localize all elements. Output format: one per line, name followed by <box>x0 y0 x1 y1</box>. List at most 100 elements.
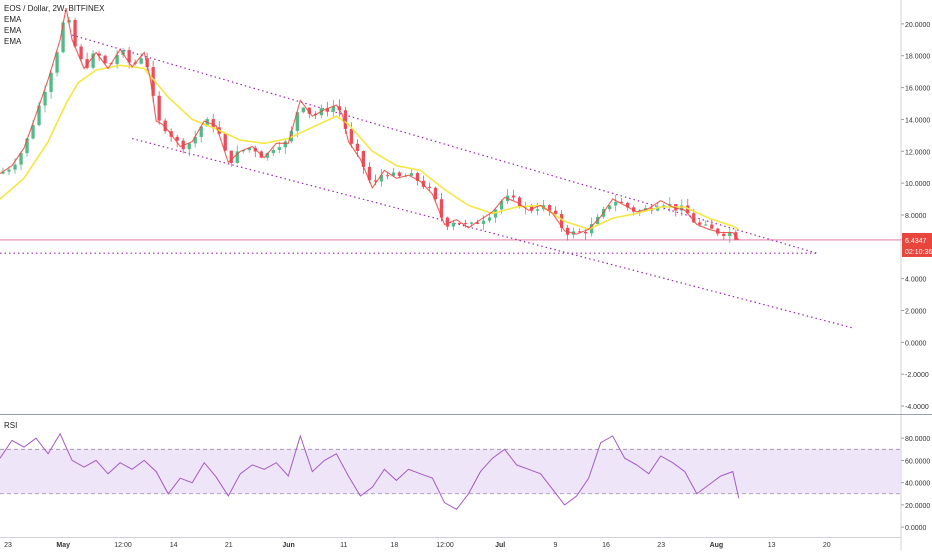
candle-down <box>722 233 726 237</box>
candle-down <box>397 172 402 177</box>
candle-up <box>37 105 41 126</box>
price-tick-label: 20.0000 <box>905 22 930 29</box>
candle-down <box>361 150 366 167</box>
candle-down <box>583 231 588 234</box>
channel-lower-trendline <box>131 137 854 329</box>
time-axis-label: 20 <box>823 542 831 549</box>
price-tick-label: 4.0000 <box>905 277 927 284</box>
candle-up <box>728 232 732 237</box>
candle-down <box>559 214 564 228</box>
indicator-ema-3: EMA <box>4 37 22 46</box>
candle-down <box>157 95 161 121</box>
candle-up <box>247 147 251 151</box>
candle-down <box>427 186 432 188</box>
candle-down <box>367 166 372 181</box>
candle-up <box>379 175 384 182</box>
rsi-label: RSI <box>4 421 18 430</box>
candle-down <box>163 120 167 132</box>
price-tick-label: 0.0000 <box>905 340 927 347</box>
candle-down <box>692 213 696 223</box>
candle-up <box>608 205 612 210</box>
time-axis-label: 9 <box>553 542 557 549</box>
candle-down <box>517 197 522 208</box>
chart-legend: EOS / Dollar, 2W, BITFINEX EMA EMA EMA <box>4 3 104 47</box>
candle-down <box>307 107 311 114</box>
rsi-tick-label: 40.0000 <box>905 481 930 488</box>
time-axis-label: Jul <box>495 542 505 549</box>
candle-down <box>73 20 77 47</box>
candle-up <box>13 164 17 170</box>
countdown-value: 02:10:36 <box>905 249 932 256</box>
price-tick-label: 16.0000 <box>905 86 930 93</box>
candle-up <box>61 22 65 53</box>
candle-up <box>139 58 143 64</box>
candle-down <box>385 175 390 177</box>
channel-upper-trendline <box>71 34 818 254</box>
rsi-tick-label: 0.0000 <box>905 525 927 532</box>
candle-down <box>325 108 330 112</box>
candle-up <box>668 204 672 206</box>
candle-up <box>31 125 35 139</box>
candle-up <box>121 50 125 55</box>
time-axis-label: 13 <box>768 542 776 549</box>
time-axis-label: 14 <box>170 542 178 549</box>
candle-down <box>343 110 348 129</box>
candle-down <box>421 180 426 187</box>
price-tick-label: 12.0000 <box>905 149 930 156</box>
candle-down <box>511 195 516 198</box>
candle-up <box>295 112 299 131</box>
candle-down <box>632 207 636 212</box>
candle-up <box>91 53 95 68</box>
candle-up <box>409 173 414 176</box>
candle-up <box>704 224 708 226</box>
candle-up <box>43 91 47 106</box>
candle-down <box>79 46 83 60</box>
candle-up <box>235 151 239 163</box>
candle-down <box>686 205 690 214</box>
price-tick-label: -4.0000 <box>905 404 929 411</box>
ema-fast-line <box>0 7 740 241</box>
candle-up <box>331 106 336 112</box>
time-axis-label: May <box>56 542 70 549</box>
candle-down <box>577 231 582 233</box>
time-axis-label: 23 <box>4 542 12 549</box>
candle-up <box>481 220 486 224</box>
time-axis-label: 23 <box>657 542 665 549</box>
candle-up <box>493 209 498 218</box>
candle-down <box>373 180 378 182</box>
time-axis-label: Aug <box>710 542 724 549</box>
candle-down <box>85 59 89 68</box>
candle-down <box>475 222 480 224</box>
candle-down <box>175 136 179 141</box>
candle-down <box>415 173 420 181</box>
price-tick-label: 2.0000 <box>905 309 927 316</box>
candle-up <box>265 153 269 158</box>
candle-up <box>283 141 287 148</box>
time-axis-label: 21 <box>225 542 233 549</box>
candle-down <box>211 119 215 128</box>
candle-down <box>433 187 438 200</box>
candle-up <box>241 150 245 152</box>
candle-up <box>680 205 684 211</box>
candle-up <box>535 209 540 211</box>
symbol-title: EOS / Dollar, 2W, BITFINEX <box>4 4 105 13</box>
candle-down <box>97 53 101 56</box>
candle-up <box>391 172 396 176</box>
candle-up <box>614 201 618 206</box>
candle-up <box>25 138 29 154</box>
rsi-tick-label: 60.0000 <box>905 458 930 465</box>
candle-up <box>55 52 59 73</box>
candle-down <box>553 210 558 215</box>
candle-down <box>710 224 714 229</box>
candle-down <box>698 222 702 225</box>
candle-up <box>662 205 666 207</box>
candle-up <box>487 217 492 221</box>
candle-up <box>115 54 119 65</box>
rsi-band <box>0 449 901 494</box>
time-axis-label: 16 <box>602 542 610 549</box>
candle-down <box>349 128 354 144</box>
price-tick-label: -2.0000 <box>905 372 929 379</box>
candle-up <box>49 72 53 92</box>
